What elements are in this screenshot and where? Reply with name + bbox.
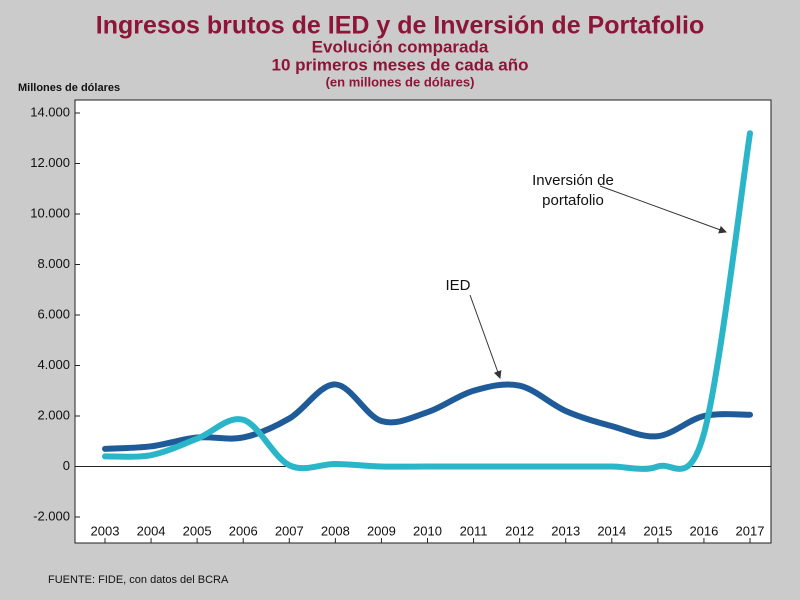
x-tick-label: 2003 [91,523,120,538]
x-tick-label: 2012 [505,523,534,538]
plot-area [74,99,772,544]
x-tick-label: 2007 [275,523,304,538]
y-tick-label: -2.000 [33,508,70,523]
subtitle: (en millones de dólares) [326,74,475,89]
y-axis-label: Millones de dólares [18,82,120,94]
x-tick-label: 2015 [643,523,672,538]
annotation: portafolio [542,192,604,209]
x-tick-label: 2004 [137,523,166,538]
annotation-arrow [599,185,727,234]
x-tick-label: 2006 [229,523,258,538]
source: FUENTE: FIDE, con datos del BCRA [48,574,229,586]
y-tick-label: 0 [63,458,70,473]
y-tick-label: 10.000 [30,205,70,220]
x-tick-label: 2008 [321,523,350,538]
y-tick-label: 14.000 [30,104,70,119]
x-tick-label: 2011 [460,523,488,538]
x-tick-label: 2009 [367,523,396,538]
annotation: Inversión de [532,172,614,189]
y-tick-label: 12.000 [30,155,70,170]
x-tick-label: 2016 [689,523,718,538]
subtitle: 10 primeros meses de cada año [271,55,528,74]
series-line [102,381,753,452]
x-tick-label: 2005 [183,523,212,538]
annotation: IED [445,277,470,294]
y-tick-label: 4.000 [37,357,70,372]
x-tick-label: 2010 [413,523,442,538]
x-tick-label: 2013 [551,523,580,538]
annotation-arrow [469,294,502,379]
series-line [102,130,753,472]
chart-title: Ingresos brutos de IED y de Inversión de… [96,12,704,40]
y-tick-label: 6.000 [37,306,70,321]
x-tick-label: 2014 [597,523,626,538]
y-tick-label: 2.000 [37,407,70,422]
y-tick-label: 8.000 [37,256,70,271]
x-tick-label: 2017 [736,523,765,538]
subtitle: Evolución comparada [312,37,489,56]
